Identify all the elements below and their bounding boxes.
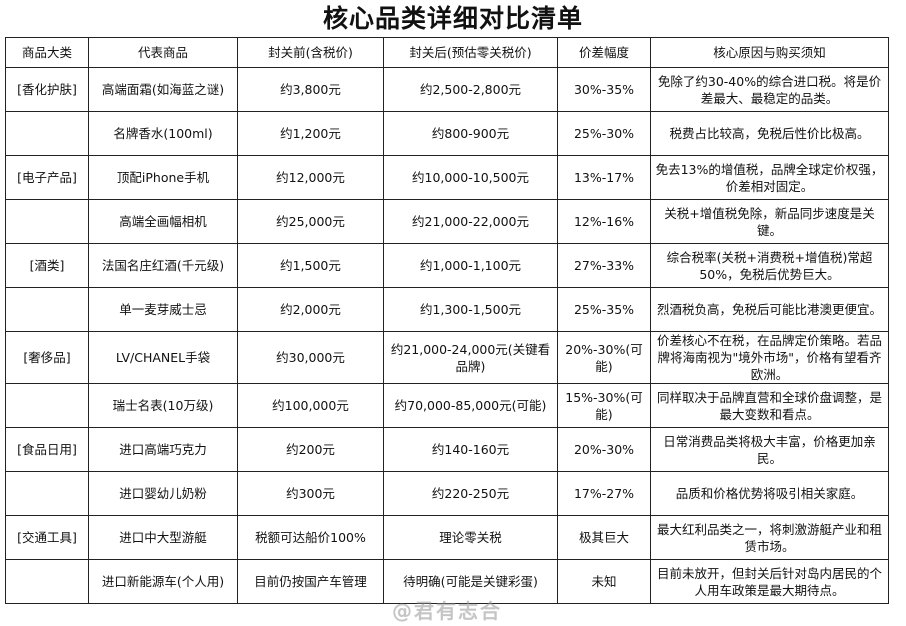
price-before-cell: 约25,000元 — [237, 199, 384, 244]
table-row: 进口婴幼儿奶粉 约300元 约220-250元 17%-27% 品质和价格优势将吸引相关… — [5, 471, 889, 516]
header-cell: 封关后(预估零关税价) — [383, 37, 558, 68]
price-before-cell: 目前仍按国产车管理 — [237, 559, 384, 604]
price-before-cell: 约12,000元 — [237, 155, 384, 200]
price-before-cell: 约2,000元 — [237, 287, 384, 332]
table-row: [香化护肤] 高端面霜(如海蓝之谜) 约3,800元 约2,500-2,800元 30%… — [5, 67, 889, 112]
price-after-cell: 约1,000-1,100元 — [383, 243, 558, 288]
table-row: 进口新能源车(个人用) 目前仍按国产车管理 待明确(可能是关键彩蛋) 未知 目前未放开，… — [5, 559, 889, 604]
price-before-cell: 约1,200元 — [237, 111, 384, 156]
table-row: 单一麦芽威士忌 约2,000元 约1,300-1,500元 25%-35% 烈酒税负高，… — [5, 287, 889, 332]
category-cell: [酒类] — [5, 243, 89, 288]
category-cell — [5, 287, 89, 332]
page-title: 核心品类详细对比清单 — [322, 4, 583, 33]
price-before-cell: 约300元 — [237, 471, 384, 516]
reason-cell: 价差核心不在税，在品牌定价策略。若品牌将海南视为"境外市场"，价格有望看齐欧洲。 — [650, 331, 889, 384]
item-cell: 进口新能源车(个人用) — [88, 559, 238, 604]
category-cell: [香化护肤] — [5, 67, 89, 112]
price-diff-cell: 30%-35% — [557, 67, 651, 112]
price-diff-cell: 25%-30% — [557, 111, 651, 156]
item-cell: 高端全画幅相机 — [88, 199, 238, 244]
reason-cell: 品质和价格优势将吸引相关家庭。 — [650, 471, 889, 516]
category-cell — [5, 559, 89, 604]
table-row: 名牌香水(100ml) 约1,200元 约800-900元 25%-30% 税费占比较高… — [5, 111, 889, 156]
price-diff-cell: 极其巨大 — [557, 515, 651, 560]
header-cell: 商品大类 — [5, 37, 89, 68]
category-cell — [5, 111, 89, 156]
price-after-cell: 约140-160元 — [383, 427, 558, 472]
table-row: [奢侈品] LV/CHANEL手袋 约30,000元 约21,000-24,000元(… — [5, 331, 889, 384]
category-cell: [交通工具] — [5, 515, 89, 560]
table-header-row: 商品大类 代表商品 封关前(含税价) 封关后(预估零关税价) 价差幅度 核心原因… — [5, 37, 889, 68]
table-row: [电子产品] 顶配iPhone手机 约12,000元 约10,000-10,500元 1… — [5, 155, 889, 200]
category-cell — [5, 471, 89, 516]
table-row: 瑞士名表(10万级) 约100,000元 约70,000-85,000元(可能) 15… — [5, 383, 889, 428]
price-after-cell: 约220-250元 — [383, 471, 558, 516]
price-diff-cell: 20%-30% — [557, 427, 651, 472]
item-cell: 单一麦芽威士忌 — [88, 287, 238, 332]
category-cell: [食品日用] — [5, 427, 89, 472]
price-diff-cell: 27%-33% — [557, 243, 651, 288]
table-row: [食品日用] 进口高端巧克力 约200元 约140-160元 20%-30% 日常消费品类… — [5, 427, 889, 472]
reason-cell: 免去13%的增值税，品牌全球定价权强，价差相对固定。 — [650, 155, 889, 200]
reason-cell: 目前未放开，但封关后针对岛内居民的个人用车政策是最大期待点。 — [650, 559, 889, 604]
price-after-cell: 理论零关税 — [383, 515, 558, 560]
item-cell: 进口中大型游艇 — [88, 515, 238, 560]
price-before-cell: 约3,800元 — [237, 67, 384, 112]
item-cell: 法国名庄红酒(千元级) — [88, 243, 238, 288]
price-after-cell: 约10,000-10,500元 — [383, 155, 558, 200]
price-diff-cell: 17%-27% — [557, 471, 651, 516]
price-before-cell: 约100,000元 — [237, 383, 384, 428]
item-cell: 瑞士名表(10万级) — [88, 383, 238, 428]
price-after-cell: 约2,500-2,800元 — [383, 67, 558, 112]
price-diff-cell: 15%-30%(可能) — [557, 383, 651, 428]
price-before-cell: 约1,500元 — [237, 243, 384, 288]
item-cell: 顶配iPhone手机 — [88, 155, 238, 200]
item-cell: 名牌香水(100ml) — [88, 111, 238, 156]
reason-cell: 最大红利品类之一，将刺激游艇产业和租赁市场。 — [650, 515, 889, 560]
price-diff-cell: 25%-35% — [557, 287, 651, 332]
item-cell: 高端面霜(如海蓝之谜) — [88, 67, 238, 112]
price-after-cell: 待明确(可能是关键彩蛋) — [383, 559, 558, 604]
header-cell: 封关前(含税价) — [237, 37, 384, 68]
category-cell — [5, 383, 89, 428]
table-row: 高端全画幅相机 约25,000元 约21,000-22,000元 12%-16% 关税+… — [5, 199, 889, 244]
category-cell — [5, 199, 89, 244]
price-before-cell: 约200元 — [237, 427, 384, 472]
reason-cell: 烈酒税负高，免税后可能比港澳更便宜。 — [650, 287, 889, 332]
category-cell: [电子产品] — [5, 155, 89, 200]
category-cell: [奢侈品] — [5, 331, 89, 384]
header-cell: 代表商品 — [88, 37, 238, 68]
reason-cell: 日常消费品类将极大丰富，价格更加亲民。 — [650, 427, 889, 472]
reason-cell: 税费占比较高，免税后性价比极高。 — [650, 111, 889, 156]
table-row: [交通工具] 进口中大型游艇 税额可达船价100% 理论零关税 极其巨大 最大红利品类之一… — [5, 515, 889, 560]
reason-cell: 关税+增值税免除，新品同步速度是关键。 — [650, 199, 889, 244]
price-after-cell: 约1,300-1,500元 — [383, 287, 558, 332]
price-before-cell: 税额可达船价100% — [237, 515, 384, 560]
price-diff-cell: 12%-16% — [557, 199, 651, 244]
reason-cell: 综合税率(关税+消费税+增值税)常超50%，免税后优势巨大。 — [650, 243, 889, 288]
price-diff-cell: 20%-30%(可能) — [557, 331, 651, 384]
item-cell: 进口高端巧克力 — [88, 427, 238, 472]
item-cell: LV/CHANEL手袋 — [88, 331, 238, 384]
price-diff-cell: 未知 — [557, 559, 651, 604]
comparison-table: 商品大类 代表商品 封关前(含税价) 封关后(预估零关税价) 价差幅度 核心原因… — [5, 37, 889, 604]
price-diff-cell: 13%-17% — [557, 155, 651, 200]
price-after-cell: 约21,000-22,000元 — [383, 199, 558, 244]
price-after-cell: 约21,000-24,000元(关键看品牌) — [383, 331, 558, 384]
price-before-cell: 约30,000元 — [237, 331, 384, 384]
watermark: @君有志合 — [392, 599, 502, 623]
price-after-cell: 约70,000-85,000元(可能) — [383, 383, 558, 428]
header-cell: 核心原因与购买须知 — [650, 37, 889, 68]
header-cell: 价差幅度 — [557, 37, 651, 68]
reason-cell: 免除了约30-40%的综合进口税。将是价差最大、最稳定的品类。 — [650, 67, 889, 112]
table-row: [酒类] 法国名庄红酒(千元级) 约1,500元 约1,000-1,100元 27%-3… — [5, 243, 889, 288]
reason-cell: 同样取决于品牌直营和全球价盘调整，是最大变数和看点。 — [650, 383, 889, 428]
item-cell: 进口婴幼儿奶粉 — [88, 471, 238, 516]
price-after-cell: 约800-900元 — [383, 111, 558, 156]
